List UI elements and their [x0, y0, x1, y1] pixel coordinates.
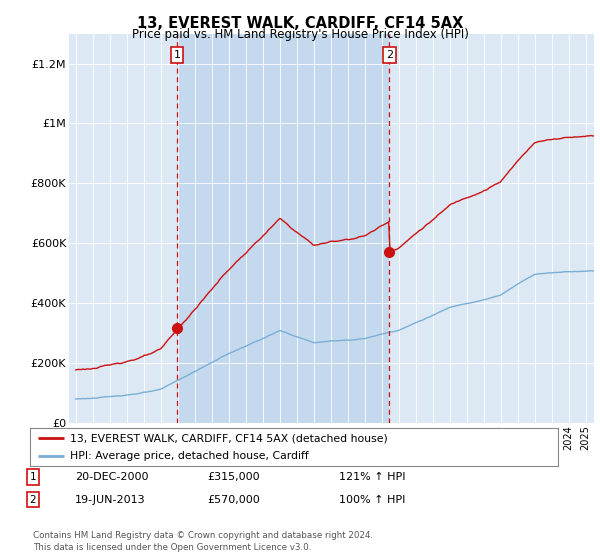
Text: Contains HM Land Registry data © Crown copyright and database right 2024.
This d: Contains HM Land Registry data © Crown c…	[33, 531, 373, 552]
Text: 1: 1	[29, 472, 37, 482]
Text: 100% ↑ HPI: 100% ↑ HPI	[339, 494, 406, 505]
Text: 2: 2	[29, 494, 37, 505]
Text: 13, EVEREST WALK, CARDIFF, CF14 5AX: 13, EVEREST WALK, CARDIFF, CF14 5AX	[137, 16, 463, 31]
Text: £570,000: £570,000	[207, 494, 260, 505]
Text: 121% ↑ HPI: 121% ↑ HPI	[339, 472, 406, 482]
Text: 19-JUN-2013: 19-JUN-2013	[75, 494, 146, 505]
Text: £315,000: £315,000	[207, 472, 260, 482]
Text: 13, EVEREST WALK, CARDIFF, CF14 5AX (detached house): 13, EVEREST WALK, CARDIFF, CF14 5AX (det…	[70, 433, 388, 443]
Text: Price paid vs. HM Land Registry's House Price Index (HPI): Price paid vs. HM Land Registry's House …	[131, 28, 469, 41]
Text: 1: 1	[173, 50, 181, 60]
Text: 2: 2	[386, 50, 393, 60]
Bar	[177, 34, 389, 423]
Text: 20-DEC-2000: 20-DEC-2000	[75, 472, 149, 482]
Text: HPI: Average price, detached house, Cardiff: HPI: Average price, detached house, Card…	[70, 451, 308, 461]
